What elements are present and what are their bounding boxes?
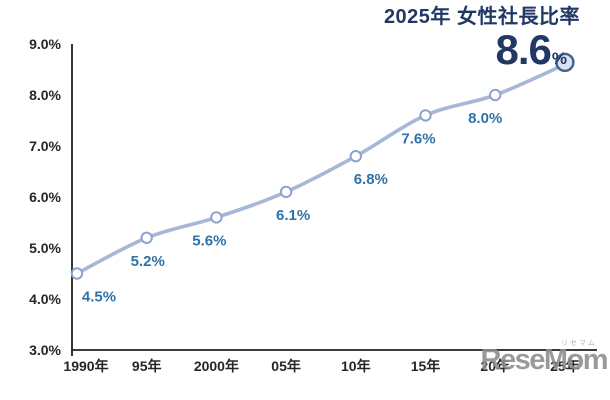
data-point-marker	[349, 150, 362, 163]
x-axis-tick-label: 1990年	[63, 358, 108, 374]
resemom-watermark: リセマム ReseMom	[480, 340, 609, 376]
data-point-marker	[70, 267, 84, 280]
data-point-label: 5.6%	[192, 232, 226, 249]
y-axis-tick-label: 6.0%	[29, 189, 61, 205]
x-axis-tick-label: 15年	[411, 358, 441, 374]
y-axis-tick-label: 3.0%	[29, 342, 61, 358]
data-point-label: 8.0%	[468, 110, 502, 127]
x-axis-tick-label: 95年	[132, 358, 162, 374]
chart-header: 2025年 女性社長比率 8.6%	[383, 5, 580, 71]
chart-title: 2025年 女性社長比率	[383, 6, 580, 28]
x-axis-tick-label: 2000年	[194, 358, 239, 374]
data-point-label: 7.6%	[401, 130, 435, 147]
x-axis-tick-label: 20年	[480, 358, 510, 374]
y-axis-tick-label: 7.0%	[29, 138, 61, 154]
x-axis-tick-label: 25年	[550, 358, 580, 374]
latest-value: 8.6%	[384, 29, 580, 71]
latest-value-number: 8.6	[495, 26, 551, 73]
x-axis-tick-label: 10年	[341, 358, 371, 374]
x-axis-tick-label: 05年	[271, 358, 301, 374]
data-point-marker	[210, 211, 223, 224]
data-point-label: 6.1%	[276, 207, 310, 224]
data-point-marker-latest	[555, 52, 575, 73]
data-point-label: 4.5%	[82, 289, 116, 306]
data-point-marker	[140, 231, 153, 245]
latest-value-unit: %	[551, 49, 567, 68]
y-axis-tick-label: 8.0%	[29, 87, 61, 103]
data-point-marker	[419, 109, 432, 122]
series-line	[75, 62, 567, 276]
watermark-ruby-label: リセマム	[561, 340, 597, 347]
data-point-label: 6.8%	[354, 171, 388, 188]
y-axis-tick-label: 4.0%	[29, 291, 61, 307]
y-axis-tick-label: 5.0%	[29, 240, 61, 256]
data-point-marker	[279, 185, 293, 199]
watermark-logo-label: ReseMom	[480, 344, 609, 376]
data-point-marker	[489, 88, 502, 102]
y-axis-tick-label: 9.0%	[29, 36, 61, 52]
data-point-label: 5.2%	[131, 253, 165, 270]
